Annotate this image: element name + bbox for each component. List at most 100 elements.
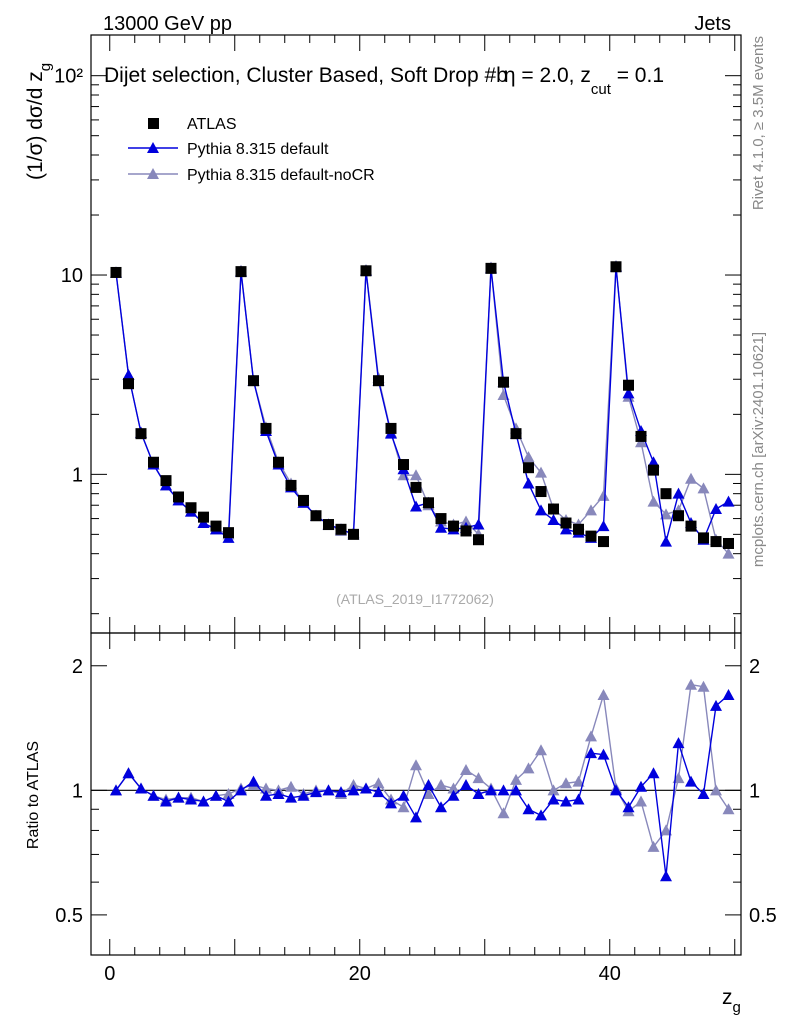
data-point-atlas bbox=[110, 266, 122, 278]
data-point-triangle bbox=[660, 870, 672, 882]
y-tick-label-ratio-left: 2 bbox=[72, 656, 83, 678]
data-point-triangle bbox=[647, 495, 660, 507]
data-point-atlas bbox=[573, 523, 584, 535]
data-point-triangle bbox=[460, 779, 472, 791]
y-tick-label-ratio-right: 0.5 bbox=[749, 905, 777, 927]
data-point-atlas bbox=[660, 488, 672, 500]
data-point-atlas bbox=[523, 462, 534, 474]
data-point-atlas bbox=[498, 376, 509, 388]
data-point-triangle bbox=[622, 801, 635, 813]
main-axes: 10² 10 1 bbox=[54, 35, 741, 633]
ratio-plot-frame bbox=[90, 632, 742, 956]
data-point-triangle bbox=[560, 777, 572, 789]
data-point-triangle bbox=[385, 797, 397, 809]
data-point-atlas bbox=[323, 519, 334, 531]
data-point-atlas bbox=[173, 491, 184, 503]
data-point-triangle bbox=[647, 840, 660, 852]
data-point-triangle bbox=[547, 514, 560, 526]
data-point-triangle bbox=[510, 773, 522, 785]
y-tick-label-ratio-right: 1 bbox=[749, 780, 760, 802]
data-point-triangle bbox=[635, 795, 647, 807]
data-point-triangle bbox=[472, 787, 485, 799]
data-point-triangle bbox=[235, 784, 247, 796]
data-point-atlas bbox=[423, 497, 434, 509]
x-axis-label: zg bbox=[722, 986, 741, 1016]
data-point-atlas bbox=[385, 422, 397, 434]
data-point-triangle bbox=[710, 503, 722, 515]
data-point-atlas bbox=[198, 511, 209, 523]
data-point-triangle bbox=[685, 472, 697, 484]
data-point-triangle bbox=[122, 767, 135, 779]
data-point-triangle bbox=[622, 387, 635, 399]
legend-marker-nocr bbox=[147, 168, 159, 179]
data-point-triangle bbox=[597, 489, 610, 501]
data-point-atlas bbox=[548, 503, 559, 515]
data-point-triangle bbox=[410, 811, 422, 823]
data-point-atlas bbox=[160, 475, 172, 487]
data-point-triangle bbox=[722, 495, 735, 507]
header-right: Jets bbox=[694, 13, 731, 35]
data-point-triangle bbox=[585, 747, 597, 759]
data-point-triangle bbox=[522, 762, 535, 774]
data-point-atlas bbox=[648, 464, 659, 476]
data-point-triangle bbox=[460, 763, 472, 775]
data-point-triangle bbox=[697, 787, 710, 799]
data-point-triangle bbox=[560, 795, 572, 807]
data-point-triangle bbox=[472, 772, 485, 784]
data-point-triangle bbox=[160, 795, 172, 807]
data-point-triangle bbox=[247, 775, 260, 787]
data-point-triangle bbox=[410, 500, 422, 512]
data-point-triangle bbox=[410, 469, 422, 481]
main-title: Dijet selection, Cluster Based, Soft Dro… bbox=[104, 64, 664, 98]
data-point-atlas bbox=[673, 510, 684, 522]
y-axis-label-sub: g bbox=[37, 63, 54, 71]
series-line bbox=[115, 694, 729, 877]
legend: ATLAS Pythia 8.315 default Pythia 8.315 … bbox=[128, 116, 375, 184]
data-point-triangle bbox=[697, 680, 710, 692]
data-point-atlas bbox=[698, 532, 709, 544]
data-point-triangle bbox=[610, 784, 622, 796]
data-point-triangle bbox=[122, 369, 135, 381]
data-point-triangle bbox=[647, 767, 660, 779]
data-point-triangle bbox=[597, 688, 610, 700]
data-point-atlas bbox=[135, 428, 147, 440]
data-point-triangle bbox=[272, 787, 285, 799]
data-point-atlas bbox=[360, 265, 372, 277]
data-point-triangle bbox=[135, 782, 147, 794]
watermark: (ATLAS_2019_I1772062) bbox=[336, 591, 494, 607]
data-point-triangle bbox=[597, 520, 610, 532]
data-point-triangle bbox=[372, 777, 385, 789]
y-tick-label-main: 10² bbox=[54, 66, 83, 88]
data-point-triangle bbox=[285, 791, 297, 803]
data-point-atlas bbox=[585, 530, 597, 542]
x-tick-label: 40 bbox=[599, 963, 621, 985]
data-point-atlas bbox=[223, 527, 234, 539]
data-point-triangle bbox=[372, 786, 385, 798]
data-point-atlas bbox=[610, 261, 622, 273]
data-point-triangle bbox=[435, 801, 447, 813]
ratio-axes: 0 20 40 2 2 1 1 0.5 0.5 bbox=[55, 633, 777, 985]
x-tick-label: 0 bbox=[104, 963, 115, 985]
legend-marker-default bbox=[147, 142, 159, 153]
data-point-atlas bbox=[485, 262, 497, 274]
data-point-triangle bbox=[522, 477, 535, 489]
side-label-top: Rivet 4.1.0, ≥ 3.5M events bbox=[750, 36, 767, 210]
data-point-triangle bbox=[335, 786, 347, 798]
data-point-atlas bbox=[448, 520, 459, 532]
data-point-atlas bbox=[535, 486, 547, 498]
data-point-triangle bbox=[660, 535, 672, 547]
x-axis-label-sub: g bbox=[733, 999, 741, 1016]
data-point-triangle bbox=[597, 748, 610, 760]
data-point-triangle bbox=[685, 775, 697, 787]
data-point-triangle bbox=[222, 787, 235, 799]
data-point-triangle bbox=[222, 795, 235, 807]
y-axis-label: (1/σ) dσ/d zg bbox=[24, 63, 54, 180]
data-point-triangle bbox=[397, 789, 410, 801]
data-point-atlas bbox=[235, 266, 247, 278]
data-point-triangle bbox=[497, 784, 510, 796]
data-point-atlas bbox=[123, 378, 134, 390]
x-tick-label: 20 bbox=[349, 963, 371, 985]
data-point-triangle bbox=[485, 784, 497, 796]
ratio-series bbox=[110, 678, 735, 882]
